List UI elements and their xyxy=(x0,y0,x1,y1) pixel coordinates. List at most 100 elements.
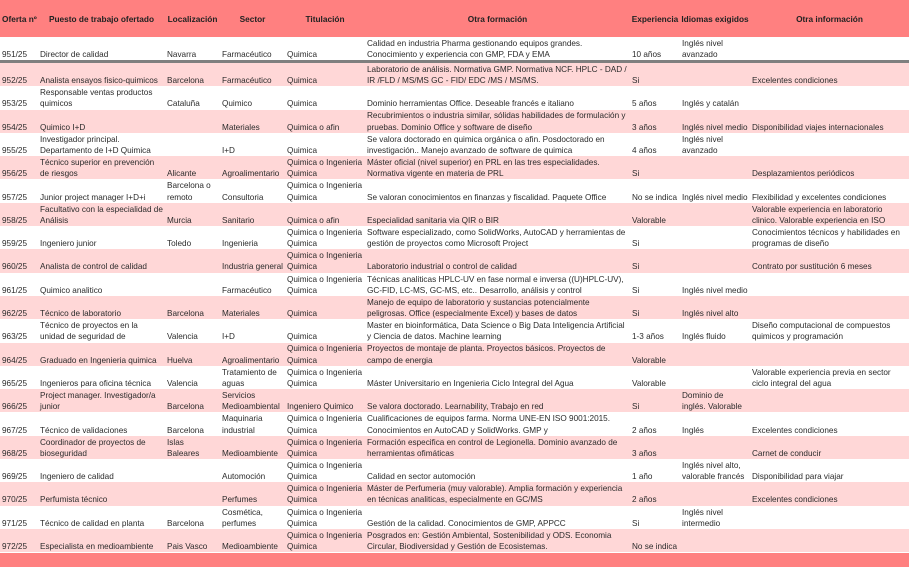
cell-text: Si xyxy=(632,239,640,249)
cell-degree: Quimica xyxy=(285,37,365,60)
cell-offer-number: 969/25 xyxy=(0,459,38,482)
cell-text: Maquinaria industrial xyxy=(222,414,263,435)
cell-text: Servicios Medioambiental xyxy=(222,391,280,412)
table-row[interactable]: 964/25 Graduado en Ingenieria quimica Huel… xyxy=(0,342,909,366)
cell-other-info: Diseño computacional de compuestos quimi… xyxy=(750,319,909,342)
cell-text: Inglés nivel medio xyxy=(682,192,748,202)
cell-sector: Tratamiento de aguas xyxy=(220,366,285,389)
cell-experience: 1 año xyxy=(630,459,680,482)
cell-degree: Quimica o Ingenieria Quimica xyxy=(285,436,365,459)
cell-location xyxy=(165,133,220,156)
cell-text: 1-3 años xyxy=(632,332,664,342)
cell-text: Quimica o Ingenieria Quimica xyxy=(287,274,363,295)
cell-degree: Quimica o Ingenieria Quimica xyxy=(285,226,365,249)
cell-text: Barcelona xyxy=(167,425,204,435)
cell-text: Quimica o Ingenieria Quimica xyxy=(287,158,363,179)
table-row[interactable]: 956/25 Técnico superior en prevención de … xyxy=(0,156,909,180)
cell-experience: 4 años xyxy=(630,133,680,156)
table-row[interactable]: 952/25 Analista ensayos fisico-quimicos Ba… xyxy=(0,63,909,87)
table-row[interactable]: 966/25 Project manager. Investigador/a ju… xyxy=(0,389,909,413)
cell-text: No se indica xyxy=(632,542,678,552)
column-header-other-training[interactable]: Otra formación xyxy=(467,13,528,24)
cell-text: Quimica xyxy=(287,145,318,155)
cell-text: Junior project manager I+D+i xyxy=(40,192,146,202)
cell-text: Si xyxy=(632,402,640,412)
table-row[interactable]: 968/25 Coordinador de proyectos de bioseg… xyxy=(0,435,909,460)
cell-other-info: Disponibilidad para viajar xyxy=(750,459,909,482)
table-row[interactable]: 951/25 Director de calidad Navarra Farmacéu… xyxy=(0,37,909,60)
column-header-location[interactable]: Localización xyxy=(167,13,218,24)
cell-location: Valencia xyxy=(165,319,220,342)
cell-sector: Farmacéutico xyxy=(220,63,285,86)
column-header-job-title[interactable]: Puesto de trabajo ofertado xyxy=(48,13,155,24)
cell-experience: No se indica xyxy=(630,179,680,202)
cell-text: 965/25 xyxy=(2,378,28,388)
cell-text: 964/25 xyxy=(2,355,28,365)
cell-text: Excelentes condiciones xyxy=(752,495,838,505)
cell-text: Quimica o Ingenieria Quimica xyxy=(287,367,363,388)
cell-text: 962/25 xyxy=(2,309,28,319)
cell-text: Quimica o Ingenieria Quimica xyxy=(287,251,363,272)
cell-job-title: Técnico de validaciones xyxy=(38,412,165,435)
cell-text: Quimica o Ingenieria Quimica xyxy=(287,507,363,528)
table-row[interactable]: 959/25 Ingeniero junior Toledo Ingenieria Qu… xyxy=(0,226,909,249)
table-row[interactable]: 967/25 Técnico de validaciones Barcelona Ma… xyxy=(0,412,909,435)
cell-languages xyxy=(680,529,750,552)
table-row[interactable]: 962/25 Técnico de laboratorio Barcelona Mat… xyxy=(0,295,909,320)
table-row[interactable]: 963/25 Técnico de proyectos en la unidad … xyxy=(0,319,909,342)
cell-text: Proyectos de montaje de planta. Proyecto… xyxy=(367,344,606,365)
cell-other-training: Laboratorio de análisis. Normativa GMP. … xyxy=(365,63,630,86)
cell-languages: Inglés fluido xyxy=(680,319,750,342)
column-header-degree[interactable]: Titulación xyxy=(305,13,345,24)
cell-text: Formación especifica en control de Legio… xyxy=(367,437,618,458)
cell-languages xyxy=(680,63,750,86)
table-row[interactable]: 965/25 Ingenieros para oficina técnica Val… xyxy=(0,366,909,389)
cell-degree: Quimica o Ingenieria Quimica xyxy=(285,412,365,435)
column-header-sector[interactable]: Sector xyxy=(239,13,266,24)
table-row[interactable]: 961/25 Quimico analitico Farmacéutico Quimi… xyxy=(0,273,909,296)
cell-experience: Si xyxy=(630,226,680,249)
cell-degree: Quimica xyxy=(285,63,365,86)
table-row[interactable]: 972/25 Especialista en medioambiente Pais … xyxy=(0,528,909,553)
table-row[interactable]: 969/25 Ingeniero de calidad Automoción Quim… xyxy=(0,459,909,482)
cell-text: Toledo xyxy=(167,239,192,249)
cell-sector: I+D xyxy=(220,319,285,342)
table-row[interactable]: 970/25 Perfumista técnico Perfumes Quimica … xyxy=(0,482,909,506)
cell-text: 2 años xyxy=(632,495,657,505)
table-row[interactable]: 957/25 Junior project manager I+D+i Barcel… xyxy=(0,179,909,202)
cell-degree: Ingeniero Quimico xyxy=(285,389,365,412)
cell-degree: Quimica o Ingenieria Quimica xyxy=(285,529,365,552)
cell-text: 963/25 xyxy=(2,332,28,342)
cell-text: Quimica o Ingenieria Quimica xyxy=(287,181,363,202)
table-row[interactable]: 971/25 Técnico de calidad en planta Barcel… xyxy=(0,506,909,529)
cell-text: Ingeniero Quimico xyxy=(287,402,354,412)
cell-text: Perfumista técnico xyxy=(40,495,108,505)
table-row[interactable]: 955/25 Investigador principal. Departamen… xyxy=(0,133,909,156)
cell-other-info: Conocimientos técnicos y habilidades en … xyxy=(750,226,909,249)
column-header-offer-number[interactable]: Oferta nº xyxy=(2,13,37,24)
cell-text: Alicante xyxy=(167,169,197,179)
table-row[interactable]: 958/25 Facultativo con la especialidad de… xyxy=(0,202,909,227)
cell-text: Conocimientos técnicos y habilidades en … xyxy=(752,227,900,249)
cell-experience: No se indica xyxy=(630,529,680,552)
cell-offer-number: 958/25 xyxy=(0,203,38,226)
cell-text: Manejo de equipo de laboratorio y sustan… xyxy=(367,297,590,319)
table-row[interactable]: 953/25 Responsable ventas productos quimi… xyxy=(0,86,909,109)
cell-text: Inglés y catalán xyxy=(682,99,739,109)
table-row[interactable]: 960/25 Analista de control de calidad Indu… xyxy=(0,249,909,273)
cell-degree: Quimica o Ingenieria Quimica xyxy=(285,156,365,179)
cell-job-title: Quimico I+D xyxy=(38,110,165,133)
cell-offer-number: 951/25 xyxy=(0,37,38,60)
cell-job-title: Responsable ventas productos quimicos xyxy=(38,86,165,109)
cell-text: Quimica o Ingenieria Quimica xyxy=(287,227,363,249)
cell-offer-number: 970/25 xyxy=(0,482,38,505)
column-header-languages[interactable]: Idiomas exigidos xyxy=(681,13,749,24)
cell-text: Quimico analitico xyxy=(40,285,103,295)
cell-text: Quimico I+D xyxy=(40,122,86,132)
cell-text: Facultativo con la especialidad de Análi… xyxy=(40,204,163,225)
cell-experience: Si xyxy=(630,273,680,296)
column-header-other-info[interactable]: Otra información xyxy=(796,13,863,24)
column-header-experience[interactable]: Experiencia xyxy=(631,13,679,24)
cell-experience: 5 años xyxy=(630,86,680,109)
table-row[interactable]: 954/25 Quimico I+D Materiales Quimica o afi… xyxy=(0,109,909,133)
